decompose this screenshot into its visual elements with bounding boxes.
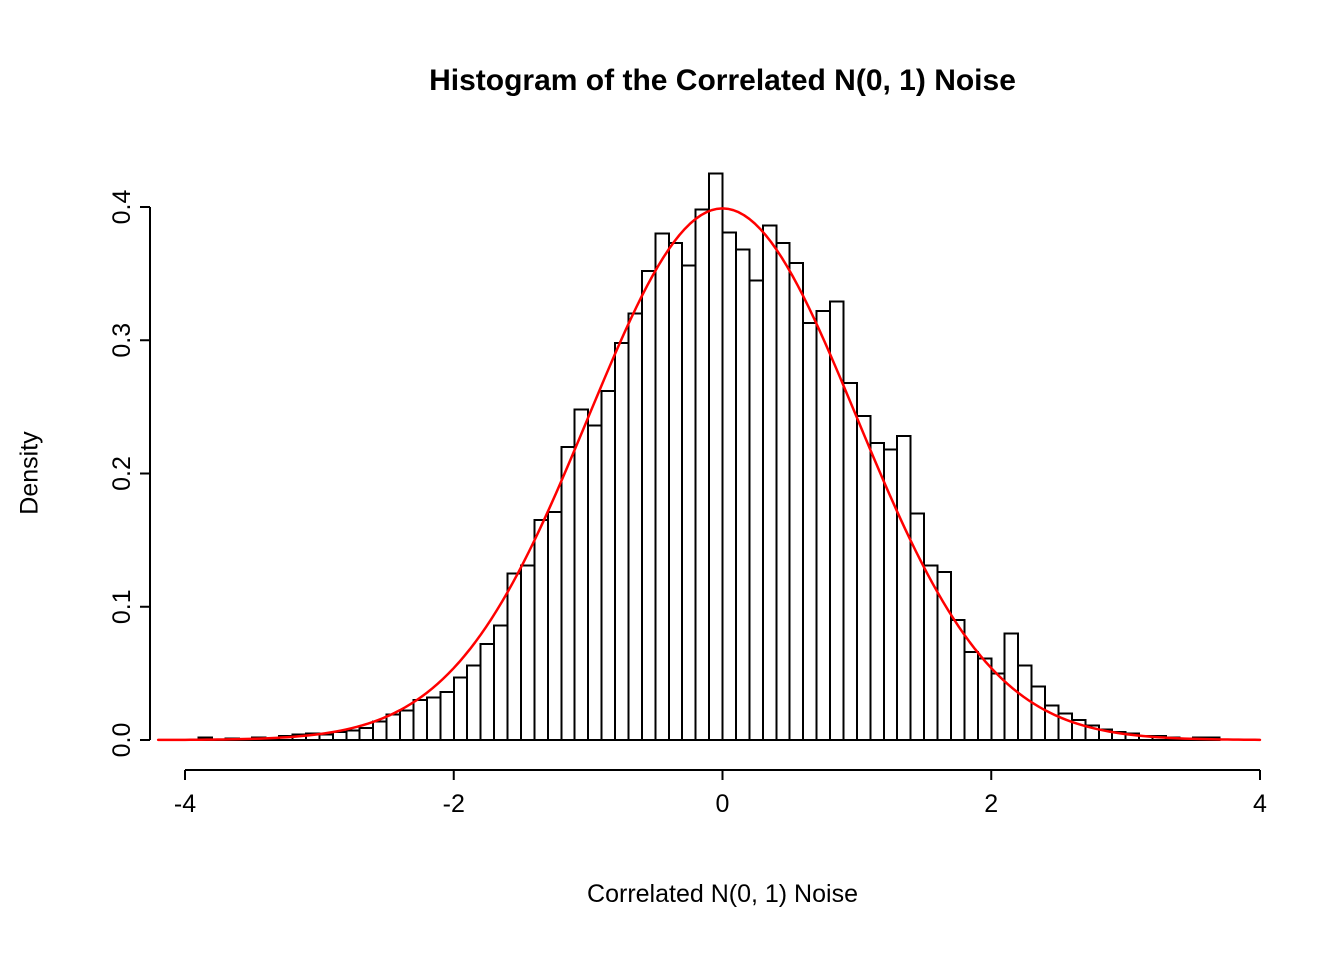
histogram-bar (802, 321, 818, 741)
y-tick-label: 0.4 (108, 190, 136, 225)
histogram-bar (399, 709, 415, 741)
histogram-bar (1017, 664, 1033, 742)
histogram-bar (331, 731, 348, 742)
histogram-bar (815, 309, 831, 741)
histogram-bar (573, 408, 590, 741)
histogram-bar (708, 172, 724, 741)
x-tick-label: 2 (984, 790, 998, 818)
histogram-bar (734, 248, 751, 741)
histogram-bar (896, 435, 912, 741)
histogram-bar (667, 241, 684, 741)
histogram-bar (694, 208, 711, 742)
histogram-bar (493, 624, 509, 742)
x-tick-label: 4 (1253, 790, 1267, 818)
histogram-bar (990, 672, 1006, 741)
histogram-bar (976, 657, 993, 742)
histogram-bar (1030, 685, 1046, 742)
x-tick-label: -4 (174, 790, 196, 818)
histogram-bar (587, 424, 603, 741)
histogram-bar (775, 241, 791, 741)
y-tick-label: 0.2 (108, 456, 136, 491)
histogram-bar (761, 224, 778, 741)
histogram-bar (949, 619, 966, 742)
histogram-bar (318, 733, 334, 741)
y-axis-label: Density (15, 431, 44, 515)
histogram-bar (466, 664, 482, 742)
x-tick-label: -2 (443, 790, 465, 818)
histogram-bar (721, 231, 737, 741)
histogram-bar (923, 564, 939, 741)
histogram-bar (788, 261, 805, 741)
histogram-bar (439, 691, 455, 742)
density-curve (156, 207, 1262, 742)
histogram-bar (882, 448, 899, 741)
histogram-bar (869, 441, 885, 741)
histogram-bar (385, 713, 401, 741)
histogram-bar (681, 264, 697, 741)
histogram-bar (855, 415, 872, 741)
histogram-bar (640, 269, 657, 741)
histogram-bar (519, 564, 536, 741)
histogram-bar (506, 572, 522, 741)
x-axis-label: Correlated N(0, 1) Noise (587, 880, 858, 908)
y-tick-label: 0.1 (108, 589, 136, 624)
histogram-bar (372, 720, 388, 741)
chart-title: Histogram of the Correlated N(0, 1) Nois… (429, 64, 1016, 97)
y-tick-label: 0.0 (108, 723, 136, 758)
histogram-bar (748, 279, 764, 741)
histogram-bar (452, 676, 469, 741)
histogram-bar (842, 381, 858, 741)
histogram-bar (479, 643, 496, 741)
histogram-bar (963, 651, 979, 741)
histogram-bar (627, 312, 643, 741)
histogram-bar (533, 519, 549, 742)
histogram-bar (614, 341, 630, 741)
histogram-bar (358, 727, 375, 742)
histogram-bar (654, 232, 670, 741)
y-tick-label: 0.3 (108, 323, 136, 358)
histogram-bar (546, 511, 563, 742)
histogram-bar (345, 729, 361, 741)
histogram-bar (425, 696, 442, 741)
histogram-bar (560, 445, 576, 741)
histogram-bar (600, 389, 616, 741)
histogram-bar (412, 699, 428, 742)
x-tick-label: 0 (716, 790, 730, 818)
